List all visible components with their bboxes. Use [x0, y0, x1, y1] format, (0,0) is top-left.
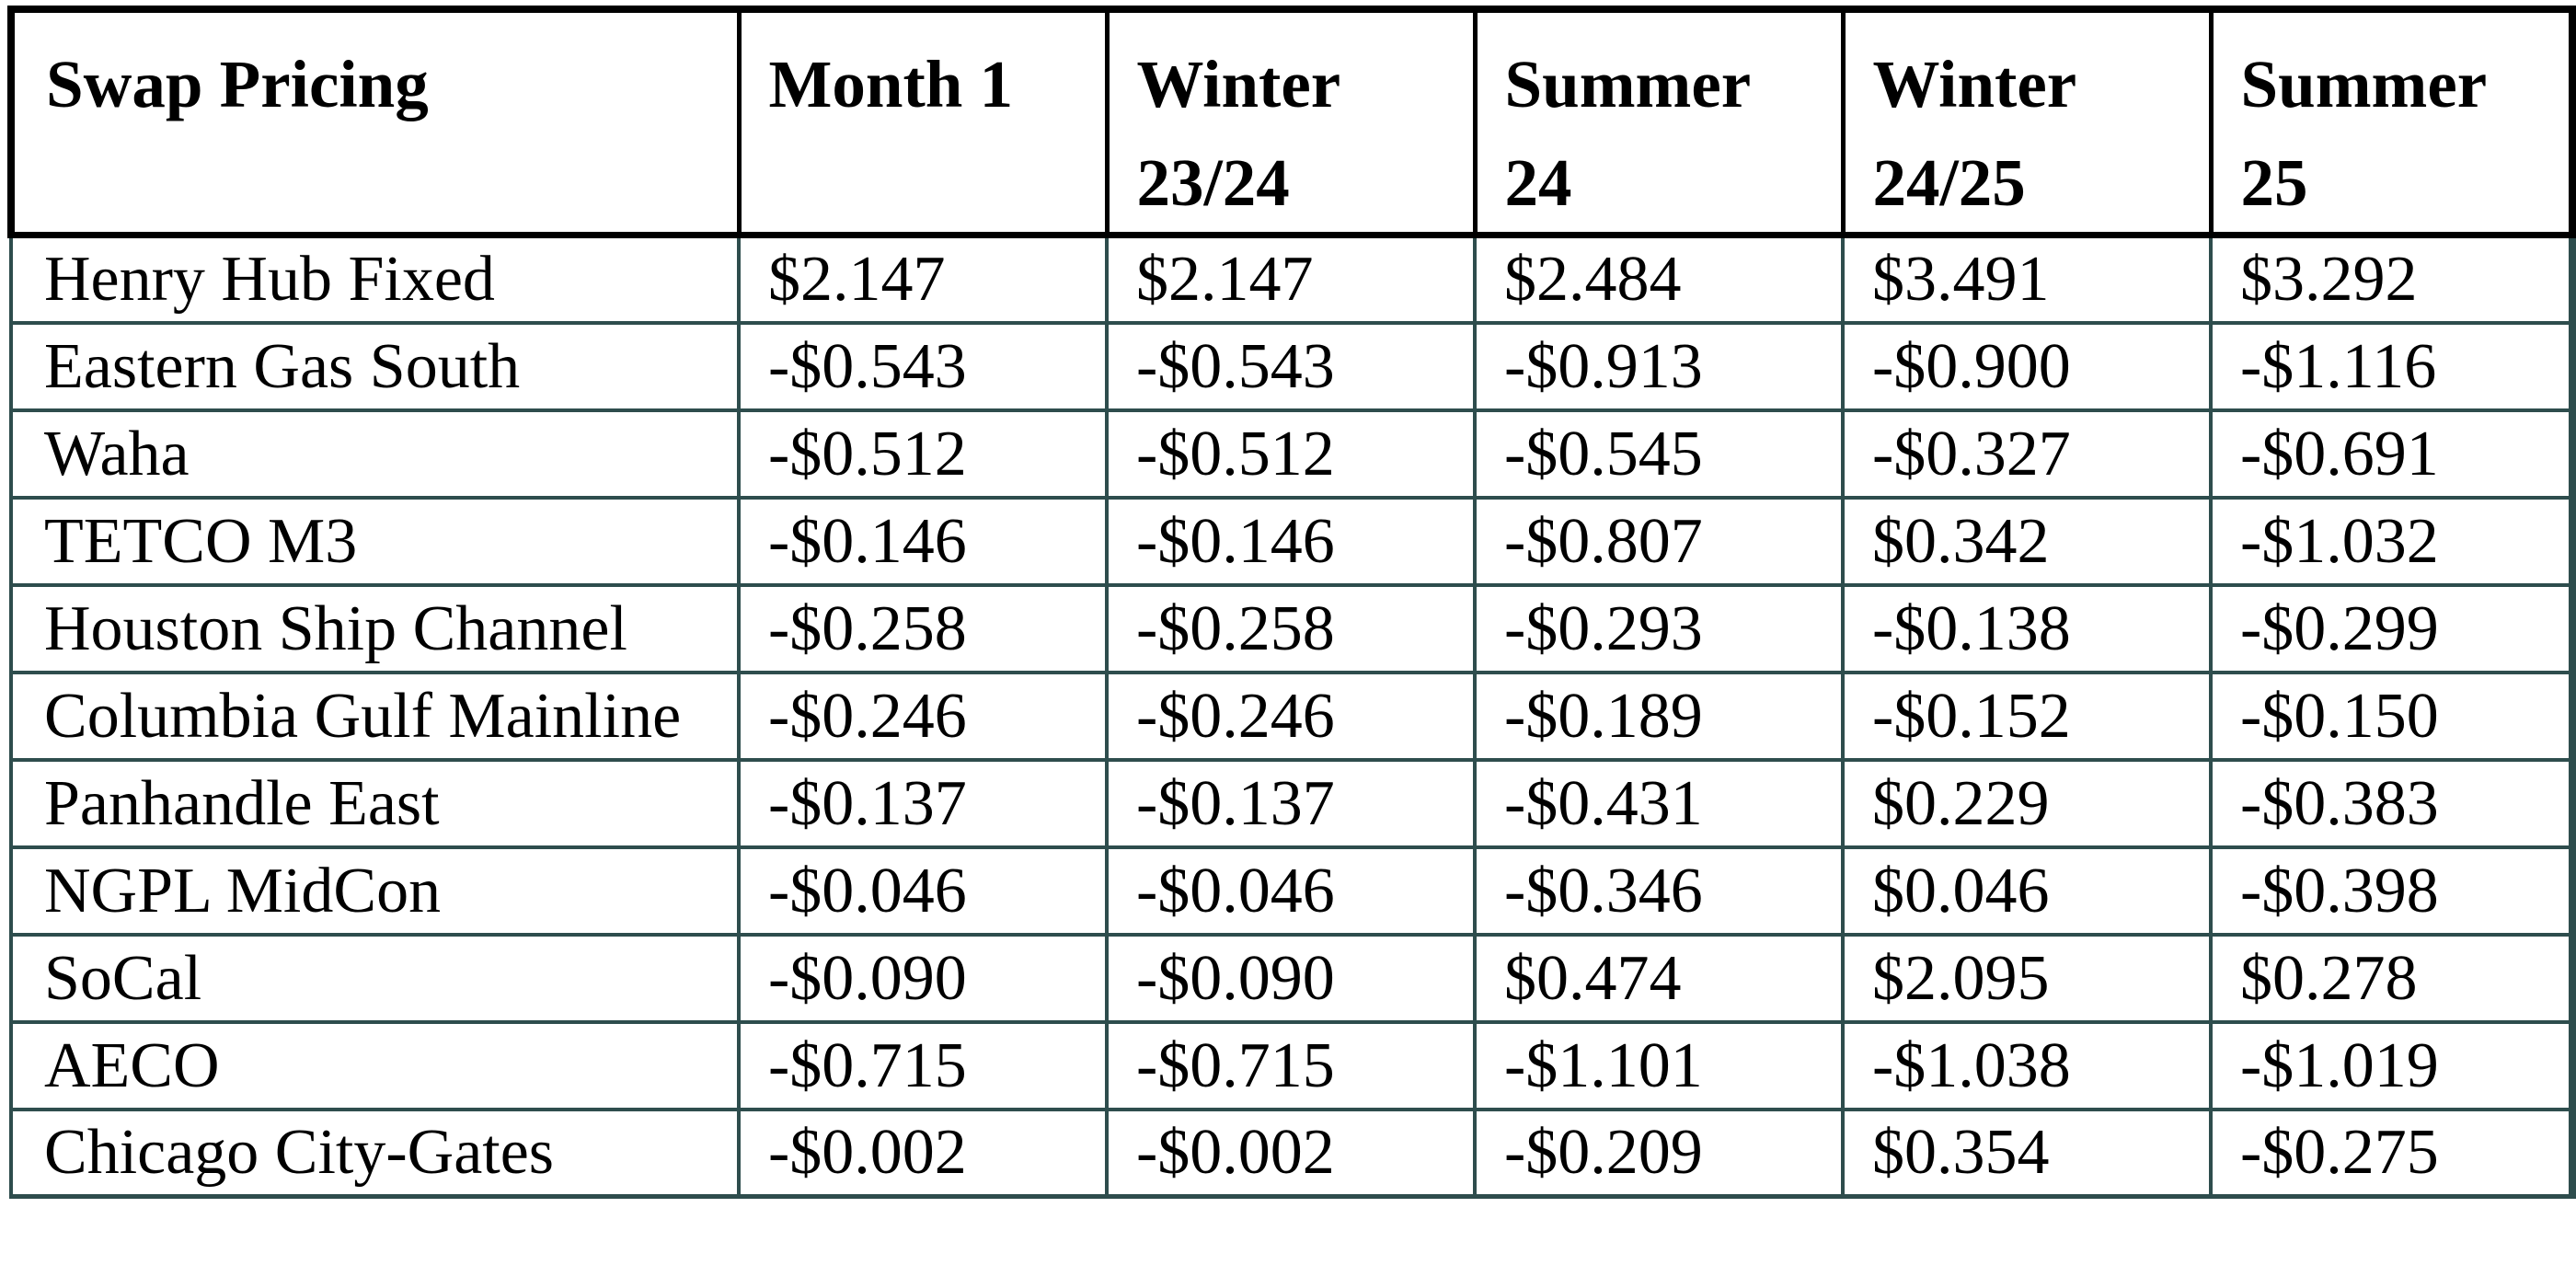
table-row: Waha -$0.512 -$0.512 -$0.545 -$0.327 -$0… — [9, 408, 2576, 500]
value-cell: $0.342 — [1841, 495, 2213, 587]
table-header-row: Swap Pricing Month 1 Winter 23/24 Summer… — [7, 6, 2576, 238]
value-cell: -$0.046 — [737, 845, 1109, 937]
value-cell: -$0.246 — [737, 670, 1109, 762]
value-cell: -$0.293 — [1473, 582, 1845, 674]
value-cell: -$0.807 — [1473, 495, 1845, 587]
column-header-summer25: Summer 25 — [2208, 6, 2576, 238]
value-cell: -$1.019 — [2209, 1019, 2576, 1111]
table-row: Chicago City-Gates -$0.002 -$0.002 -$0.2… — [9, 1107, 2576, 1199]
value-cell: -$0.137 — [737, 757, 1109, 849]
table-row: Henry Hub Fixed $2.147 $2.147 $2.484 $3.… — [9, 233, 2576, 325]
value-cell: -$0.913 — [1473, 320, 1845, 412]
value-cell: $2.095 — [1841, 932, 2213, 1024]
swap-pricing-table: Swap Pricing Month 1 Winter 23/24 Summer… — [7, 6, 2576, 1199]
table-row: SoCal -$0.090 -$0.090 $0.474 $2.095 $0.2… — [9, 932, 2576, 1024]
column-header-winter2324: Winter 23/24 — [1104, 6, 1478, 238]
value-cell: -$0.189 — [1473, 670, 1845, 762]
value-cell: $0.474 — [1473, 932, 1845, 1024]
value-cell: -$0.346 — [1473, 845, 1845, 937]
value-cell: -$0.715 — [1105, 1019, 1477, 1111]
value-cell: -$0.900 — [1841, 320, 2213, 412]
value-cell: $2.147 — [1105, 233, 1477, 325]
row-label-cell: Eastern Gas South — [9, 320, 741, 412]
row-label-cell: AECO — [9, 1019, 741, 1111]
value-cell: -$0.275 — [2209, 1107, 2576, 1199]
value-cell: -$0.545 — [1473, 408, 1845, 500]
value-cell: -$0.090 — [1105, 932, 1477, 1024]
value-cell: -$0.246 — [1105, 670, 1477, 762]
value-cell: -$0.146 — [737, 495, 1109, 587]
column-header-winter2425: Winter 24/25 — [1840, 6, 2214, 238]
column-header-summer24: Summer 24 — [1472, 6, 1846, 238]
row-label-cell: NGPL MidCon — [9, 845, 741, 937]
value-cell: -$0.258 — [1105, 582, 1477, 674]
row-label-cell: TETCO M3 — [9, 495, 741, 587]
value-cell: $0.278 — [2209, 932, 2576, 1024]
value-cell: $0.354 — [1841, 1107, 2213, 1199]
value-cell: -$0.209 — [1473, 1107, 1845, 1199]
value-cell: -$1.038 — [1841, 1019, 2213, 1111]
column-header-month1: Month 1 — [736, 6, 1110, 238]
value-cell: $3.491 — [1841, 233, 2213, 325]
value-cell: -$1.116 — [2209, 320, 2576, 412]
row-label-cell: Houston Ship Channel — [9, 582, 741, 674]
value-cell: -$0.512 — [1105, 408, 1477, 500]
value-cell: $0.046 — [1841, 845, 2213, 937]
value-cell: $2.484 — [1473, 233, 1845, 325]
corner-header-cell: Swap Pricing — [7, 6, 742, 238]
row-label-cell: Columbia Gulf Mainline — [9, 670, 741, 762]
value-cell: -$0.383 — [2209, 757, 2576, 849]
value-cell: -$0.152 — [1841, 670, 2213, 762]
table-row: Columbia Gulf Mainline -$0.246 -$0.246 -… — [9, 670, 2576, 762]
value-cell: -$0.327 — [1841, 408, 2213, 500]
value-cell: -$0.137 — [1105, 757, 1477, 849]
value-cell: -$0.146 — [1105, 495, 1477, 587]
row-label-cell: Chicago City-Gates — [9, 1107, 741, 1199]
table-row: NGPL MidCon -$0.046 -$0.046 -$0.346 $0.0… — [9, 845, 2576, 937]
table-row: TETCO M3 -$0.146 -$0.146 -$0.807 $0.342 … — [9, 495, 2576, 587]
value-cell: -$0.691 — [2209, 408, 2576, 500]
value-cell: -$1.032 — [2209, 495, 2576, 587]
value-cell: $2.147 — [737, 233, 1109, 325]
row-label-cell: Henry Hub Fixed — [9, 233, 741, 325]
value-cell: -$0.138 — [1841, 582, 2213, 674]
value-cell: $0.229 — [1841, 757, 2213, 849]
value-cell: -$1.101 — [1473, 1019, 1845, 1111]
table-row: AECO -$0.715 -$0.715 -$1.101 -$1.038 -$1… — [9, 1019, 2576, 1111]
value-cell: $3.292 — [2209, 233, 2576, 325]
value-cell: -$0.090 — [737, 932, 1109, 1024]
value-cell: -$0.543 — [737, 320, 1109, 412]
value-cell: -$0.543 — [1105, 320, 1477, 412]
value-cell: -$0.258 — [737, 582, 1109, 674]
value-cell: -$0.002 — [1105, 1107, 1477, 1199]
value-cell: -$0.431 — [1473, 757, 1845, 849]
row-label-cell: Waha — [9, 408, 741, 500]
table-row: Panhandle East -$0.137 -$0.137 -$0.431 $… — [9, 757, 2576, 849]
table-row: Eastern Gas South -$0.543 -$0.543 -$0.91… — [9, 320, 2576, 412]
value-cell: -$0.046 — [1105, 845, 1477, 937]
value-cell: -$0.002 — [737, 1107, 1109, 1199]
value-cell: -$0.299 — [2209, 582, 2576, 674]
value-cell: -$0.512 — [737, 408, 1109, 500]
row-label-cell: SoCal — [9, 932, 741, 1024]
value-cell: -$0.150 — [2209, 670, 2576, 762]
row-label-cell: Panhandle East — [9, 757, 741, 849]
value-cell: -$0.398 — [2209, 845, 2576, 937]
value-cell: -$0.715 — [737, 1019, 1109, 1111]
table-row: Houston Ship Channel -$0.258 -$0.258 -$0… — [9, 582, 2576, 674]
